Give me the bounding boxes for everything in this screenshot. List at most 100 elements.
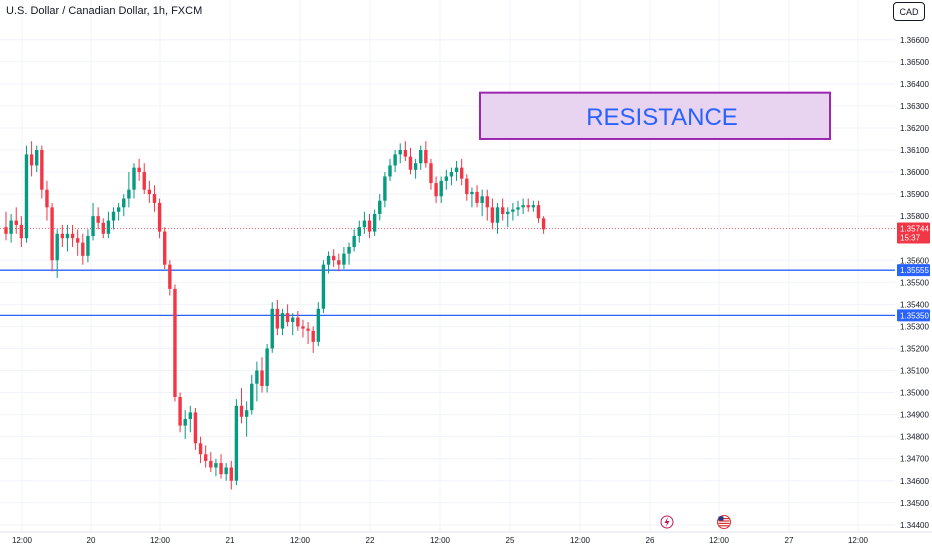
candle (475, 185, 479, 208)
candle (465, 174, 469, 201)
candle (449, 167, 454, 186)
lightning-icon[interactable] (660, 515, 674, 529)
candle (96, 207, 100, 230)
price-tick-label: 1.35600 (900, 256, 929, 265)
time-tick-label: 12:00 (848, 536, 869, 545)
candle (255, 361, 259, 402)
candle (40, 145, 44, 199)
candle (291, 313, 295, 336)
price-tick-label: 1.35400 (900, 300, 929, 309)
us-flag-icon[interactable] (717, 515, 731, 529)
candle (326, 251, 331, 274)
price-tick-label: 1.36300 (900, 102, 929, 111)
time-tick-label: 25 (506, 536, 515, 545)
candle (163, 227, 167, 270)
candle (434, 176, 438, 203)
candle (357, 220, 361, 243)
candle (352, 229, 356, 252)
candle (275, 299, 280, 336)
time-tick-label: 21 (226, 536, 235, 545)
price-axis[interactable]: 1.36600 1.36500 1.36400 1.36300 1.36200 1.361… (895, 0, 932, 550)
candle (331, 249, 336, 267)
candle (439, 176, 443, 203)
candle (55, 229, 59, 278)
candle (321, 260, 326, 314)
level-price-tag[interactable]: 1.35350 (897, 309, 930, 322)
candle (388, 158, 392, 181)
candle (147, 180, 152, 203)
candle (29, 141, 34, 177)
candle (270, 302, 274, 353)
candle (209, 452, 213, 472)
price-tick-label: 1.34800 (900, 433, 929, 442)
symbol-title: U.S. Dollar / Canadian Dollar, 1h, FXCM (6, 5, 203, 17)
resistance-zone[interactable]: RESISTANCE (479, 91, 831, 140)
candle (470, 187, 474, 208)
candle (116, 202, 121, 221)
time-tick-label: 12:00 (570, 536, 591, 545)
candle (495, 202, 500, 234)
candle (398, 143, 402, 164)
candle (229, 460, 233, 490)
candle (142, 163, 146, 195)
candle (168, 260, 172, 296)
current-price-label: 1.35744 (900, 224, 929, 233)
candle (316, 302, 321, 347)
price-tick-label: 1.34600 (900, 477, 929, 486)
candle (234, 399, 239, 486)
candle (531, 200, 536, 212)
candle (265, 344, 269, 393)
candle (490, 198, 495, 230)
candle (342, 247, 346, 270)
candle (214, 458, 218, 477)
time-tick-label: 12:00 (290, 536, 311, 545)
price-tick-label: 1.35000 (900, 389, 929, 398)
price-tick-label: 1.34500 (900, 499, 929, 508)
candle (250, 374, 254, 415)
horizontal-levels[interactable] (0, 228, 895, 317)
candle (239, 388, 244, 424)
candle (480, 189, 484, 217)
candle (244, 401, 249, 437)
candle (403, 141, 408, 162)
time-tick-label: 27 (785, 536, 794, 545)
candle (311, 326, 315, 353)
level-price-label: 1.35555 (900, 266, 929, 275)
price-tick-label: 1.35500 (900, 278, 929, 287)
candle (500, 198, 505, 221)
price-tick-label: 1.34400 (900, 521, 929, 530)
candle (45, 180, 49, 221)
time-axis[interactable]: 12:00 20 12:00 21 12:00 22 12:00 25 12:00 26 12:00… (0, 531, 932, 545)
price-tick-label: 1.35200 (900, 344, 929, 353)
candle (122, 194, 126, 217)
candle (70, 224, 75, 248)
time-tick-label: 12:00 (12, 536, 33, 545)
candle (183, 410, 187, 439)
level-price-tag[interactable]: 1.35555 (897, 264, 930, 277)
price-tick-label: 1.36400 (900, 80, 929, 89)
candle (91, 202, 95, 241)
candle (81, 233, 85, 265)
resistance-zone-box[interactable] (479, 91, 831, 140)
event-markers[interactable] (660, 515, 731, 529)
currency-button[interactable]: CAD (893, 2, 925, 21)
candle (50, 202, 54, 272)
time-tick-label: 22 (366, 536, 375, 545)
candle (111, 207, 116, 230)
candle (378, 194, 382, 221)
candle (413, 158, 418, 179)
candle (506, 207, 510, 228)
price-tick-label: 1.34700 (900, 455, 929, 464)
candle (9, 213, 13, 243)
candle (157, 198, 162, 239)
candle (362, 211, 367, 234)
price-tick-label: 1.35900 (900, 190, 929, 199)
candle (383, 172, 387, 208)
candle (224, 463, 228, 481)
price-tick-label: 1.36100 (900, 146, 929, 155)
candle (526, 198, 530, 212)
candle (454, 161, 459, 181)
candle (152, 185, 157, 212)
